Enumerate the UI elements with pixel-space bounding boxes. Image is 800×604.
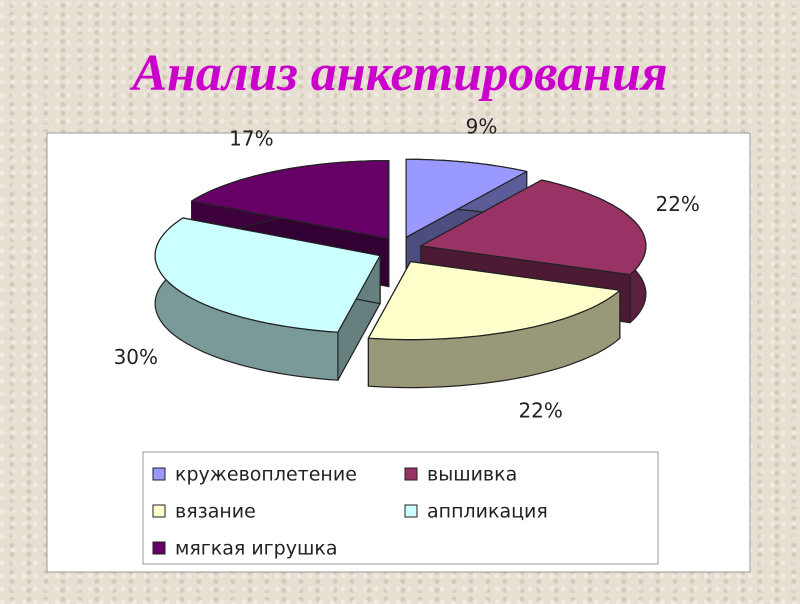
slice-top (154, 217, 381, 333)
legend-swatch (152, 541, 166, 555)
legend-label: мягкая игрушка (175, 538, 337, 560)
legend-swatch (152, 504, 166, 518)
slice-top (191, 160, 390, 240)
data-label: 30% (114, 345, 158, 369)
legend-swatch (404, 467, 418, 481)
slice-top (420, 179, 647, 276)
slice-top (405, 158, 528, 238)
legend-label: аппликация (427, 501, 548, 523)
legend-swatch (404, 504, 418, 518)
data-label: 9% (466, 115, 498, 139)
pie-slice (367, 261, 621, 389)
legend-swatch (152, 467, 166, 481)
data-label: 22% (655, 192, 699, 216)
slice-top (367, 261, 621, 341)
data-label: 17% (229, 127, 273, 151)
pie-slice (154, 217, 381, 381)
legend-box (142, 451, 659, 565)
pie (154, 158, 647, 389)
legend-label: вязание (175, 501, 256, 523)
data-label: 22% (518, 398, 562, 422)
legend-label: вышивка (427, 464, 517, 486)
legend-label: кружевоплетение (175, 464, 357, 486)
slide-title: Анализ анкетирования (129, 45, 667, 102)
